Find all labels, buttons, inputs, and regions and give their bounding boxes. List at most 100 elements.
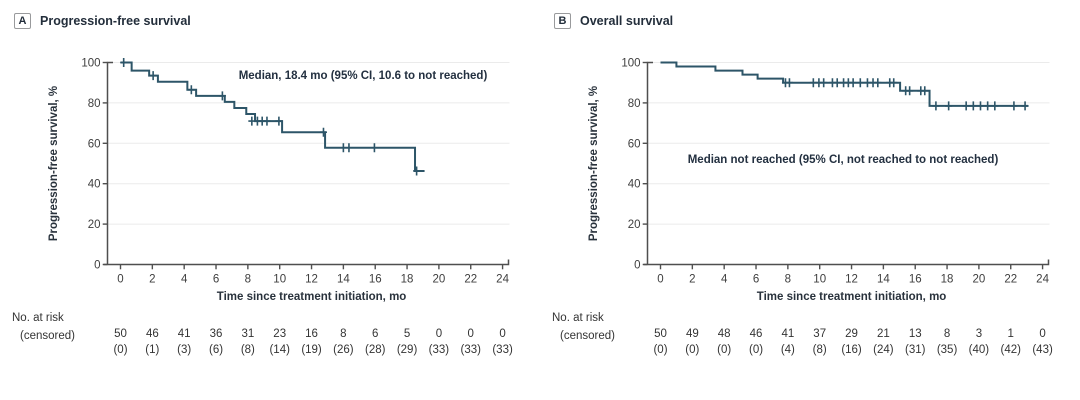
censored-count: (40) <box>969 344 990 356</box>
x-tick-label: 12 <box>845 274 858 286</box>
censor-mark <box>120 58 128 67</box>
at-risk-count: 49 <box>686 328 699 340</box>
at-risk-count: 50 <box>114 328 127 340</box>
x-tick-label: 18 <box>941 274 954 286</box>
x-tick-label: 0 <box>657 274 663 286</box>
censored-count: (14) <box>269 344 290 356</box>
at-risk-count: 37 <box>813 328 826 340</box>
x-tick-label: 6 <box>213 274 219 286</box>
censor-mark <box>874 78 882 88</box>
censor-mark <box>991 101 999 111</box>
x-tick-label: 20 <box>433 274 446 286</box>
x-tick-label: 6 <box>753 274 759 286</box>
censored-count: (0) <box>653 344 667 356</box>
risk-table-censored-label: (censored) <box>20 330 75 342</box>
x-tick-label: 4 <box>181 274 188 286</box>
at-risk-count: 41 <box>781 328 794 340</box>
x-tick-label: 0 <box>117 274 123 286</box>
y-axis-line <box>646 61 653 265</box>
censor-mark <box>218 91 226 101</box>
x-axis-title: Time since treatment initiation, mo <box>757 291 947 303</box>
risk-table-label: No. at risk <box>552 312 604 324</box>
x-tick-label: 4 <box>721 274 728 286</box>
x-tick-label: 12 <box>305 274 318 286</box>
censor-mark <box>932 101 940 111</box>
y-tick-label: 80 <box>88 98 101 110</box>
at-risk-count: 0 <box>436 328 442 340</box>
censored-count: (33) <box>429 344 450 356</box>
x-tick-label: 24 <box>496 274 509 286</box>
censored-count: (0) <box>113 344 127 356</box>
censored-count: (43) <box>1032 344 1053 356</box>
at-risk-count: 21 <box>877 328 890 340</box>
censor-mark <box>890 78 898 88</box>
y-tick-label: 80 <box>628 98 641 110</box>
y-tick-label: 40 <box>88 179 101 191</box>
x-tick-label: 14 <box>337 274 350 286</box>
at-risk-count: 36 <box>210 328 223 340</box>
x-tick-label: 20 <box>973 274 986 286</box>
censor-mark <box>921 86 929 96</box>
censored-count: (8) <box>241 344 255 356</box>
censor-mark <box>785 78 793 88</box>
censor-mark <box>187 85 195 95</box>
x-tick-label: 22 <box>1004 274 1017 286</box>
censor-mark <box>370 143 378 153</box>
at-risk-count: 8 <box>340 328 346 340</box>
censored-count: (42) <box>1001 344 1022 356</box>
x-tick-label: 16 <box>909 274 922 286</box>
panel-a-header: A Progression-free survival <box>14 13 191 29</box>
at-risk-count: 13 <box>909 328 922 340</box>
censored-count: (26) <box>333 344 354 356</box>
censored-count: (16) <box>841 344 862 356</box>
at-risk-count: 1 <box>1008 328 1014 340</box>
censor-mark <box>1010 101 1018 111</box>
panel-b: 0 20 40 60 80 100 0 2 4 6 8 10 12 14 16 18 20 22 24 Time si… <box>540 0 1080 400</box>
x-tick-label: 24 <box>1036 274 1049 286</box>
y-axis-line <box>106 61 113 265</box>
median-annotation: Median, 18.4 mo (95% CI, 10.6 to not rea… <box>239 70 488 82</box>
y-tick-label: 20 <box>628 219 641 231</box>
at-risk-count: 5 <box>404 328 410 340</box>
censor-mark <box>906 86 914 96</box>
at-risk-count: 29 <box>845 328 858 340</box>
median-annotation: Median not reached (95% CI, not reached … <box>688 154 999 166</box>
x-tick-label: 22 <box>464 274 477 286</box>
censored-count: (1) <box>145 344 159 356</box>
censored-count: (6) <box>209 344 223 356</box>
y-tick-label: 60 <box>88 138 101 150</box>
censored-count: (33) <box>461 344 482 356</box>
x-tick-label: 10 <box>273 274 286 286</box>
panel-a: 0 20 40 60 80 100 0 2 4 6 8 10 12 14 16 18 20 22 24 Time si… <box>12 13 513 357</box>
censor-mark <box>833 78 841 88</box>
at-risk-count: 41 <box>178 328 191 340</box>
censor-mark <box>969 101 977 111</box>
x-tick-label: 10 <box>813 274 826 286</box>
censor-mark <box>849 78 857 88</box>
x-tick-label: 2 <box>689 274 695 286</box>
censor-mark <box>984 101 992 111</box>
at-risk-count: 50 <box>654 328 667 340</box>
censor-mark <box>976 101 984 111</box>
y-tick-label: 100 <box>81 58 100 70</box>
at-risk-count: 8 <box>944 328 950 340</box>
censored-count: (28) <box>365 344 386 356</box>
censored-count: (0) <box>749 344 763 356</box>
at-risk-count: 31 <box>241 328 254 340</box>
censor-mark <box>945 101 953 111</box>
at-risk-count: 6 <box>372 328 378 340</box>
censor-mark <box>263 116 271 126</box>
at-risk-count: 46 <box>750 328 763 340</box>
censored-count: (0) <box>717 344 731 356</box>
censor-mark <box>275 116 283 126</box>
panel-a-letter-box: A <box>14 13 31 29</box>
x-axis-title: Time since treatment initiation, mo <box>217 291 407 303</box>
at-risk-count: 23 <box>273 328 286 340</box>
x-tick-label: 2 <box>149 274 155 286</box>
censored-count: (33) <box>492 344 513 356</box>
x-tick-label: 18 <box>401 274 414 286</box>
y-tick-label: 0 <box>634 260 640 272</box>
at-risk-count: 3 <box>976 328 982 340</box>
